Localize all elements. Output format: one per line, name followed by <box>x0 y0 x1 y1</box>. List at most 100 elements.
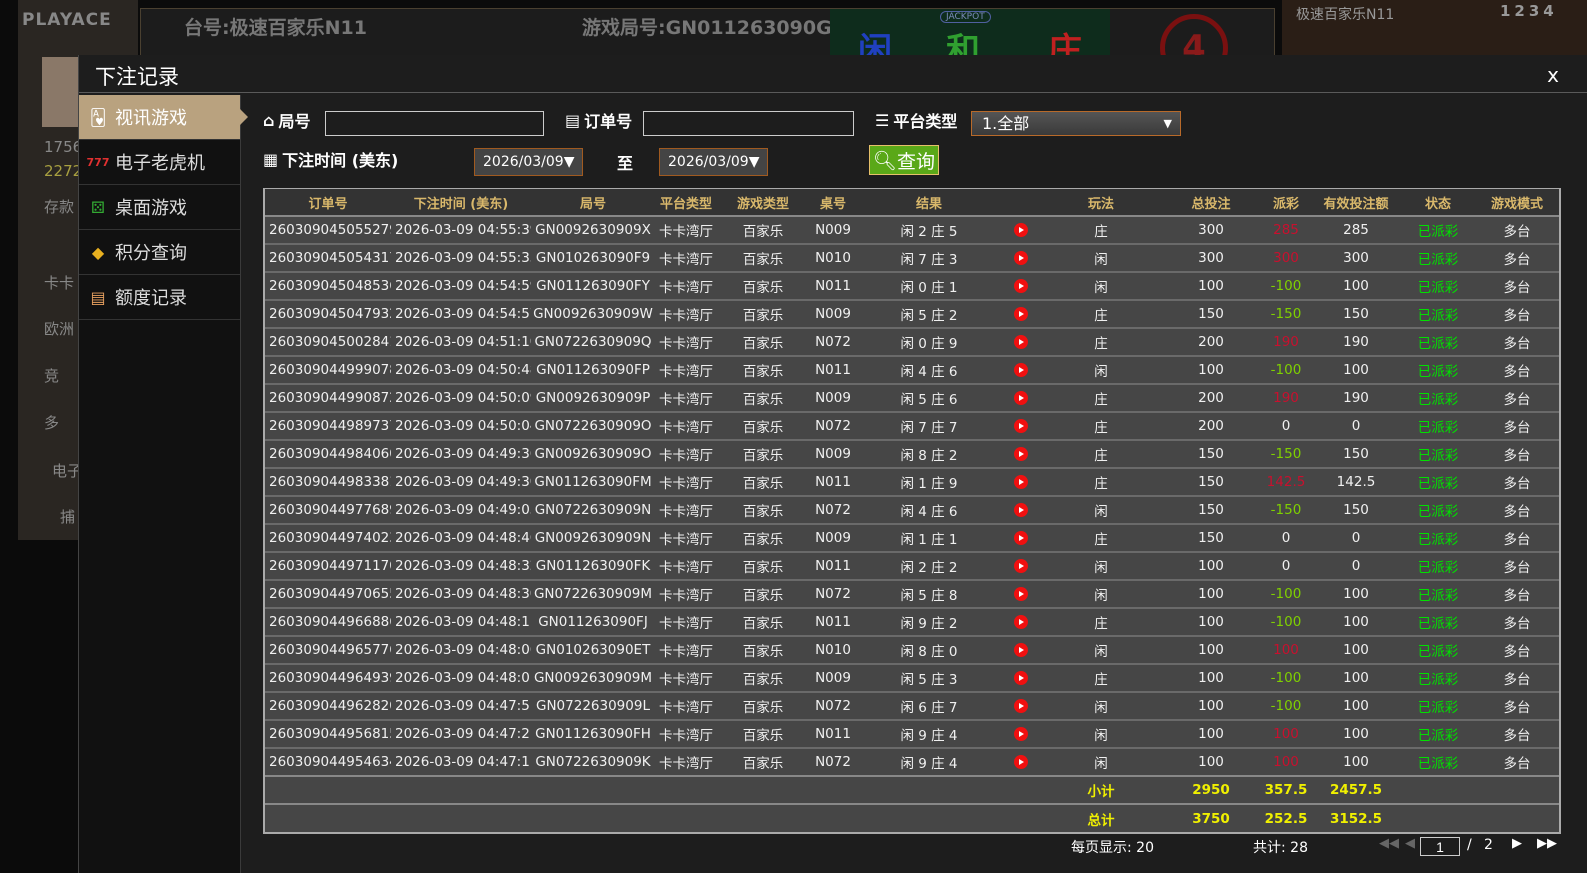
table-no-cell: N011 <box>809 719 857 748</box>
total-bet-cell: 200 <box>1161 411 1261 440</box>
play-video-icon[interactable] <box>1014 727 1028 741</box>
order-no-cell: 260309044989737 <box>265 411 391 440</box>
table-row: 260309044970655 2026-03-09 04:48:30 GN0722… <box>265 579 1559 608</box>
result-cell: 闲 1 庄 9 <box>857 467 1001 496</box>
play-video-icon[interactable] <box>1014 587 1028 601</box>
empty-cell <box>809 803 857 832</box>
date-from-picker[interactable]: 2026/03/09▼ <box>474 148 584 176</box>
valid-bet-cell: 142.5 <box>1311 467 1401 496</box>
bg-menu: 捕 <box>60 508 76 526</box>
play-video-icon[interactable] <box>1014 363 1028 377</box>
table-row: 260309044971170 2026-03-09 04:48:32 GN0112… <box>265 551 1559 580</box>
payout-cell: 190 <box>1261 383 1311 412</box>
play-video-icon[interactable] <box>1014 615 1028 629</box>
total-row-label: 总计 <box>1041 803 1161 832</box>
play-video-icon[interactable] <box>1014 307 1028 321</box>
replay-cell <box>1001 495 1041 524</box>
sidebar-item-table-games[interactable]: ⚄ 桌面游戏 <box>79 185 240 230</box>
order-no-cell: 260309044962820 <box>265 691 391 720</box>
play-video-icon[interactable] <box>1014 559 1028 573</box>
next-page-icon[interactable]: ▶ <box>1512 836 1522 851</box>
close-button[interactable]: x <box>1547 63 1559 87</box>
query-button[interactable]: 🔍︎ 查询 <box>869 145 939 175</box>
platform-cell: 卡卡湾厅 <box>655 747 717 776</box>
payout-cell: -150 <box>1261 299 1311 328</box>
play-video-icon[interactable] <box>1014 447 1028 461</box>
play-video-icon[interactable] <box>1014 671 1028 685</box>
valid-bet-cell: 100 <box>1311 635 1401 664</box>
round-no-cell: GN0722630909Q <box>531 327 655 356</box>
payout-cell: 300 <box>1261 243 1311 272</box>
order-label-text: 订单号 <box>584 112 633 131</box>
bet-time-cell: 2026-03-09 04:47:21 <box>391 719 531 748</box>
bet-type-cell: 闲 <box>1041 495 1161 524</box>
payout-cell: 285 <box>1261 215 1311 244</box>
play-video-icon[interactable] <box>1014 251 1028 265</box>
payout-cell: 0 <box>1261 523 1311 552</box>
game-mode-cell: 多台 <box>1475 299 1559 328</box>
valid-bet-cell: 190 <box>1311 383 1401 412</box>
column-header: 平台类型 <box>655 189 717 217</box>
play-video-icon[interactable] <box>1014 699 1028 713</box>
valid-bet-cell: 0 <box>1311 523 1401 552</box>
play-video-icon[interactable] <box>1014 391 1028 405</box>
play-video-icon[interactable] <box>1014 335 1028 349</box>
modal-title: 下注记录 <box>95 65 179 89</box>
sidebar-item-slots[interactable]: 777 电子老虎机 <box>79 140 240 185</box>
table-row: 260309044989737 2026-03-09 04:50:04 GN0722… <box>265 411 1559 440</box>
game-mode-cell: 多台 <box>1475 383 1559 412</box>
sidebar-item-live-games[interactable]: 🂱 视讯游戏 <box>79 95 248 140</box>
subtotal-row: 小计 2950 357.5 2457.5 <box>265 775 1559 804</box>
platform-cell: 卡卡湾厅 <box>655 635 717 664</box>
result-cell: 闲 9 庄 4 <box>857 747 1001 776</box>
platform-cell: 卡卡湾厅 <box>655 383 717 412</box>
bet-time-cell: 2026-03-09 04:54:57 <box>391 299 531 328</box>
replay-cell <box>1001 327 1041 356</box>
play-video-icon[interactable] <box>1014 531 1028 545</box>
bet-time-cell: 2026-03-09 04:47:11 <box>391 747 531 776</box>
column-header: 桌号 <box>809 189 857 217</box>
game-type-cell: 百家乐 <box>717 523 809 552</box>
page-separator: / <box>1467 837 1472 853</box>
date-to-picker[interactable]: 2026/03/09▼ <box>659 148 769 176</box>
table-no-cell: N072 <box>809 495 857 524</box>
game-type-cell: 百家乐 <box>717 327 809 356</box>
empty-cell <box>717 775 809 804</box>
order-no-cell: 260309045055279 <box>265 215 391 244</box>
status-cell: 已派彩 <box>1401 551 1475 580</box>
status-cell: 已派彩 <box>1401 327 1475 356</box>
empty-cell <box>531 775 655 804</box>
game-type-cell: 百家乐 <box>717 243 809 272</box>
bg-menu: 欧洲 <box>44 320 75 338</box>
status-cell: 已派彩 <box>1401 691 1475 720</box>
bet-type-cell: 庄 <box>1041 411 1161 440</box>
order-input[interactable] <box>643 111 854 136</box>
round-input[interactable] <box>325 111 544 136</box>
total-count-text: 共计: 28 <box>1253 840 1308 856</box>
platform-label-text: 平台类型 <box>893 112 958 131</box>
play-video-icon[interactable] <box>1014 755 1028 769</box>
column-header: 游戏类型 <box>717 189 809 217</box>
platform-select[interactable]: 1.全部 ▼ <box>971 111 1181 136</box>
valid-bet-cell: 150 <box>1311 495 1401 524</box>
sidebar-item-points[interactable]: ◆ 积分查询 <box>79 230 240 275</box>
platform-cell: 卡卡湾厅 <box>655 551 717 580</box>
first-page-icon[interactable]: ◀◀ <box>1379 836 1399 851</box>
bet-type-cell: 庄 <box>1041 523 1161 552</box>
bet-type-cell: 闲 <box>1041 355 1161 384</box>
play-video-icon[interactable] <box>1014 643 1028 657</box>
sidebar-item-credit-records[interactable]: ▤ 额度记录 <box>79 275 240 320</box>
play-video-icon[interactable] <box>1014 503 1028 517</box>
payout-cell: 0 <box>1261 411 1311 440</box>
bet-type-cell: 庄 <box>1041 327 1161 356</box>
page-input[interactable] <box>1420 837 1460 856</box>
play-video-icon[interactable] <box>1014 475 1028 489</box>
play-video-icon[interactable] <box>1014 419 1028 433</box>
valid-bet-cell: 300 <box>1311 243 1401 272</box>
valid-bet-cell: 100 <box>1311 607 1401 636</box>
last-page-icon[interactable]: ▶▶ <box>1537 836 1557 851</box>
bet-time-cell: 2026-03-09 04:48:30 <box>391 579 531 608</box>
prev-page-icon[interactable]: ◀ <box>1405 836 1415 851</box>
play-video-icon[interactable] <box>1014 279 1028 293</box>
play-video-icon[interactable] <box>1014 223 1028 237</box>
